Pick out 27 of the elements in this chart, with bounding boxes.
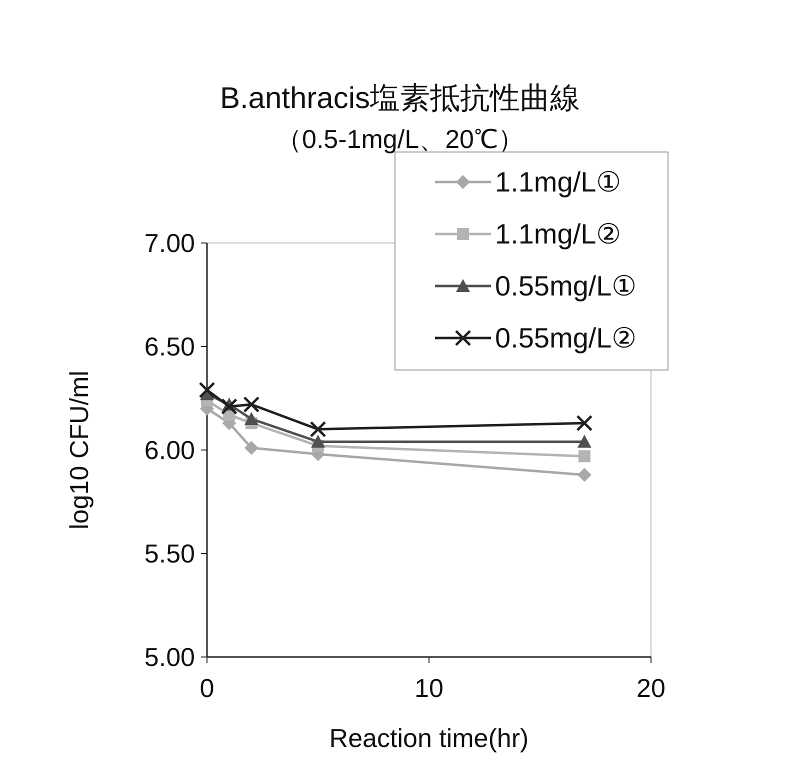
legend-label: 1.1mg/L② [495,218,622,250]
y-tick-label: 7.00 [144,228,195,258]
x-axis-title: Reaction time(hr) [329,723,529,753]
point [576,414,593,432]
point [577,468,592,482]
point [310,421,326,438]
point [198,382,216,398]
y-tick-label: 6.00 [144,435,195,465]
y-tick-label: 5.50 [144,538,195,568]
x-tick-label: 10 [414,673,444,703]
legend-label: 1.1mg/L① [495,166,622,198]
x-tick-label: 20 [636,673,666,703]
point [244,412,258,425]
y-tick-label: 6.50 [144,332,195,362]
legend-label: 0.55mg/L① [495,270,637,302]
point [311,434,325,448]
y-axis-title: log10 CFU/ml [64,370,94,530]
point [578,450,590,462]
chart-title: B.anthracis塩素抵抗性曲線 [220,82,580,115]
point [243,396,260,413]
point [220,398,238,415]
point [244,440,258,455]
point [577,434,592,448]
x-tick-label: 0 [200,673,214,703]
legend-label: 0.55mg/L② [495,322,637,354]
y-tick-label: 5.00 [144,642,195,672]
chart-subtitle: （0.5-1mg/L、20℃） [276,124,524,154]
